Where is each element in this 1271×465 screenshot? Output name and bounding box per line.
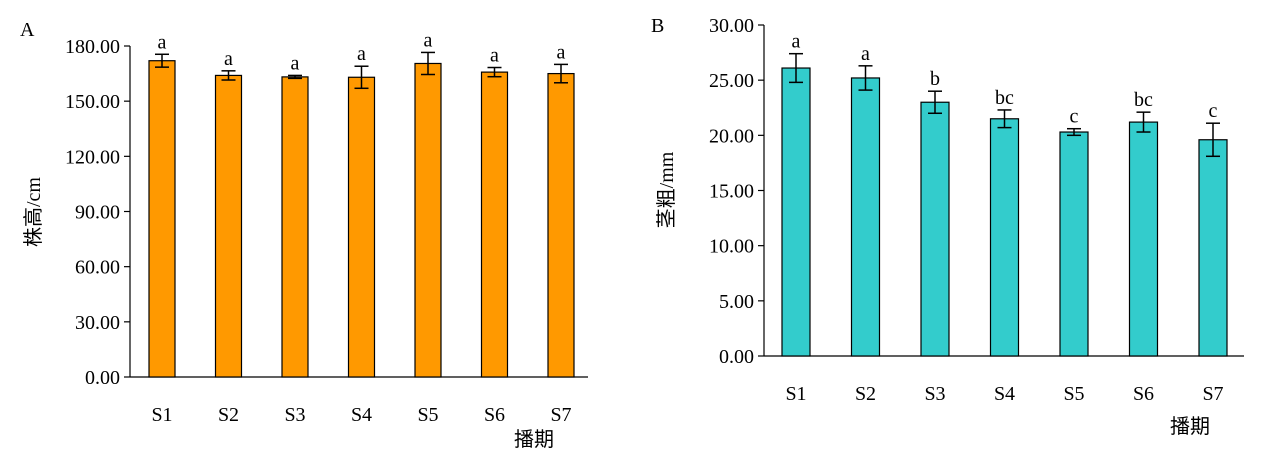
significance-label-b: c: [1209, 100, 1218, 122]
chart-panel-a: A 株高/cm 播期 0.00 30.00 60.00 90.00 120.00 150.…: [20, 19, 588, 451]
x-tick-label-a: S1: [151, 404, 172, 426]
y-tick-label-b: 20.00: [709, 125, 754, 147]
y-tick-label-b: 15.00: [709, 181, 754, 203]
y-tick-label-b: 25.00: [709, 70, 754, 92]
x-axis-label-a: 播期: [514, 428, 554, 451]
bar-s1-b: [781, 67, 811, 357]
x-tick-label-b: S7: [1202, 383, 1223, 405]
bar-s7-a: [547, 72, 575, 378]
bar-s4-b: [989, 118, 1020, 357]
bar-s5-a: [414, 62, 442, 378]
y-tick-label-a: 60.00: [75, 257, 120, 279]
y-tick-label-b: 10.00: [709, 236, 754, 258]
bar-s3-b: [920, 101, 950, 357]
significance-label-b: a: [861, 43, 870, 65]
bar-s7-b: [1198, 139, 1228, 357]
x-tick-label-a: S5: [417, 404, 438, 426]
bar-s2-b: [850, 77, 881, 357]
bar-s4-a: [347, 76, 376, 378]
x-tick-label-a: S2: [218, 404, 239, 426]
bar-s6-a: [480, 71, 509, 378]
x-tick-label-a: S4: [351, 404, 372, 426]
x-tick-label-b: S3: [924, 383, 945, 405]
y-tick-label-a: 120.00: [65, 146, 120, 168]
y-tick-label-b: 0.00: [719, 346, 754, 368]
bar-s3-a: [281, 76, 309, 378]
x-tick-label-a: S6: [484, 404, 505, 426]
significance-label-a: a: [557, 41, 566, 63]
x-tick-label-b: S1: [785, 383, 806, 405]
y-tick-label-a: 180.00: [65, 36, 120, 58]
significance-label-b: a: [792, 31, 801, 53]
significance-label-b: bc: [1134, 89, 1153, 111]
x-tick-label-b: S5: [1063, 383, 1084, 405]
x-tick-label-b: S4: [994, 383, 1015, 405]
y-tick-label-b: 5.00: [719, 291, 754, 313]
significance-label-a: a: [291, 52, 300, 74]
significance-label-a: a: [224, 48, 233, 70]
panel-label-a: A: [20, 19, 35, 41]
y-tick-label-b: 30.00: [709, 15, 754, 37]
y-tick-label-a: 0.00: [85, 367, 120, 389]
bar-s6-b: [1128, 121, 1159, 357]
x-tick-label-a: S7: [550, 404, 571, 426]
y-tick-label-a: 90.00: [75, 202, 120, 224]
x-axis-label-b: 播期: [1170, 415, 1210, 438]
x-tick-label-a: S3: [284, 404, 305, 426]
significance-label-b: bc: [995, 87, 1014, 109]
bar-s2-a: [214, 74, 243, 378]
bar-s1-a: [148, 60, 176, 378]
significance-label-a: a: [158, 31, 167, 53]
significance-label-b: c: [1070, 106, 1079, 128]
chart-panel-b: B 茎粗/mm 播期 0.00 5.00 10.00 15.00 20.00 25.00 3…: [651, 15, 1244, 438]
significance-label-b: b: [930, 68, 940, 90]
significance-label-a: a: [424, 29, 433, 51]
x-tick-label-b: S6: [1133, 383, 1154, 405]
significance-label-a: a: [357, 43, 366, 65]
significance-label-a: a: [490, 45, 499, 67]
y-axis-label-b: 茎粗/mm: [655, 151, 678, 228]
panel-label-b: B: [651, 15, 664, 37]
y-tick-label-a: 30.00: [75, 312, 120, 334]
bar-s5-b: [1059, 131, 1089, 357]
x-tick-label-b: S2: [855, 383, 876, 405]
y-axis-label-a: 株高/cm: [22, 177, 45, 247]
y-tick-label-a: 150.00: [65, 91, 120, 113]
